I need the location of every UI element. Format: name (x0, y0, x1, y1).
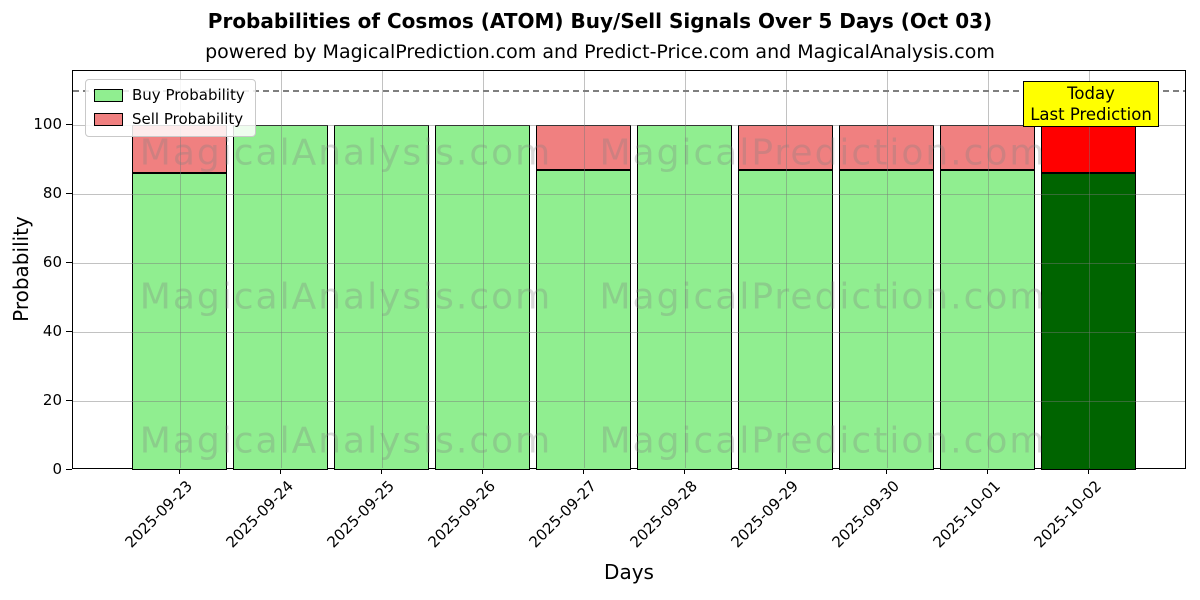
bar-buy-segment (1041, 173, 1136, 470)
gridline-vertical (1088, 71, 1090, 468)
bar-sell-segment (536, 124, 631, 170)
legend-label-sell: Sell Probability (132, 110, 244, 128)
x-tick-label: 2025-09-23 (121, 477, 197, 552)
x-tick-label: 2025-09-26 (424, 477, 500, 552)
chart-subtitle: powered by MagicalPrediction.com and Pre… (205, 41, 995, 63)
y-tick-label: 60 (42, 252, 62, 271)
gridline-vertical (583, 71, 585, 468)
gridline-horizontal (73, 262, 1185, 264)
gridline-vertical (684, 71, 686, 468)
gridline-vertical (886, 71, 888, 468)
bar-buy-segment (233, 124, 328, 470)
gridline-vertical (280, 71, 282, 468)
bar-sell-segment (839, 124, 934, 170)
x-tick-mark (380, 469, 382, 474)
bar-buy-segment (738, 169, 833, 470)
y-tick-mark (66, 192, 72, 195)
y-tick-label: 0 (52, 460, 62, 478)
x-tick-mark (582, 469, 584, 474)
y-tick-label: 40 (42, 321, 62, 340)
bar-buy-segment (839, 169, 934, 470)
dashed-threshold-line (73, 90, 1185, 92)
y-tick-mark (66, 261, 72, 264)
x-tick-label: 2025-09-25 (323, 477, 399, 552)
gridline-vertical (987, 71, 989, 468)
x-tick-mark (784, 469, 786, 474)
gridline-horizontal (73, 193, 1185, 195)
watermark-text: MagicalPrediction.com (599, 132, 1047, 174)
chart-title: Probabilities of Cosmos (ATOM) Buy/Sell … (207, 9, 993, 33)
gridline-vertical (179, 71, 181, 468)
y-tick-label: 100 (33, 114, 62, 133)
legend: Buy Probability Sell Probability (85, 79, 256, 137)
x-tick-mark (279, 469, 281, 474)
x-tick-mark (1087, 469, 1089, 474)
x-tick-mark (178, 469, 180, 474)
bar-buy-segment (940, 169, 1035, 470)
y-tick-label: 20 (42, 390, 62, 409)
annotation-line-1: Today (1067, 84, 1115, 103)
today-annotation-box: Today Last Prediction (1023, 81, 1159, 127)
legend-item-sell: Sell Probability (94, 111, 245, 128)
x-tick-label: 2025-09-24 (222, 477, 298, 552)
bar-buy-segment (435, 124, 530, 470)
bar-sell-segment (940, 124, 1035, 170)
watermark-text: MagicalAnalysis.com (139, 420, 553, 462)
y-tick-mark (66, 399, 72, 402)
y-tick-label: 80 (42, 183, 62, 202)
gridline-horizontal (73, 331, 1185, 333)
x-tick-label: 2025-09-28 (626, 477, 702, 552)
plot-area: MagicalAnalysis.com MagicalPrediction.com… (72, 70, 1186, 470)
bar-buy-segment (334, 124, 429, 470)
x-axis-label: Days (604, 560, 654, 584)
watermark-text: MagicalAnalysis.com (139, 132, 553, 174)
buy-swatch-icon (94, 89, 123, 102)
gridline-horizontal (73, 124, 1185, 126)
bar-buy-segment (637, 124, 732, 470)
legend-label-buy: Buy Probability (132, 86, 245, 104)
gridline-vertical (381, 71, 383, 468)
watermark-text: MagicalPrediction.com (599, 420, 1047, 462)
y-tick-mark (66, 123, 72, 126)
gridline-vertical (785, 71, 787, 468)
x-tick-mark (885, 469, 887, 474)
x-tick-mark (986, 469, 988, 474)
x-tick-label: 2025-09-27 (525, 477, 601, 552)
watermark-text: MagicalAnalysis.com (139, 276, 553, 318)
watermark-text: MagicalPrediction.com (599, 276, 1047, 318)
x-tick-label: 2025-10-02 (1030, 477, 1106, 552)
y-tick-mark (66, 469, 72, 471)
x-tick-label: 2025-09-29 (727, 477, 803, 552)
bar-buy-segment (536, 169, 631, 470)
bar-sell-segment (1041, 124, 1136, 174)
gridline-vertical (482, 71, 484, 468)
x-tick-label: 2025-10-01 (929, 477, 1005, 552)
gridline-horizontal (73, 400, 1185, 402)
sell-swatch-icon (94, 113, 123, 126)
x-tick-mark (481, 469, 483, 474)
bar-buy-segment (132, 173, 227, 470)
bar-sell-segment (738, 124, 833, 170)
x-tick-label: 2025-09-30 (828, 477, 904, 552)
y-tick-mark (66, 330, 72, 333)
legend-item-buy: Buy Probability (94, 87, 245, 104)
x-tick-mark (683, 469, 685, 474)
annotation-line-2: Last Prediction (1030, 105, 1152, 124)
